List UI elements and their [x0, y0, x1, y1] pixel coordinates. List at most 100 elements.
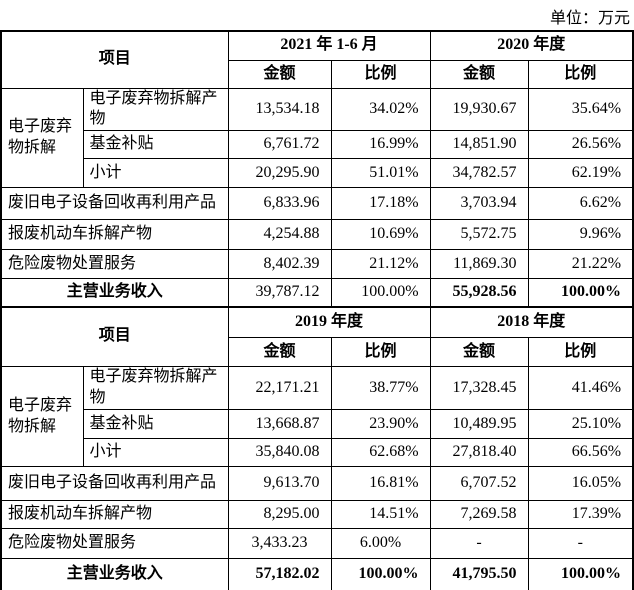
amount-cell: 5,572.75 — [429, 219, 529, 251]
column-header-item: 项目 — [2, 32, 229, 89]
header-row-periods: 项目 2021 年 1-6 月 2020 年度 — [2, 32, 633, 89]
amount-cell: 11,869.30 — [429, 249, 529, 280]
amount-cell: 13,534.18 — [227, 87, 332, 132]
row-label: 电子废弃物拆解产物 — [82, 87, 229, 132]
header-row-measures: 金额 比例 金额 比例 — [2, 59, 633, 89]
amount-cell: 20,295.90 — [227, 158, 332, 189]
ratio-cell: 16.05% — [527, 466, 633, 502]
amount-cell: 8,295.00 — [227, 500, 332, 530]
column-header-ratio: 比例 — [527, 59, 633, 89]
ratio-cell: 23.90% — [330, 409, 431, 440]
ratio-cell: 17.18% — [330, 187, 431, 221]
column-header-period-2019: 2019 年度 — [227, 307, 431, 339]
column-header-period-2018: 2018 年度 — [429, 307, 633, 339]
row-label: 危险废物处置服务 — [2, 528, 229, 560]
ratio-cell: 35.64% — [527, 87, 633, 132]
amount-cell: 6,833.96 — [227, 187, 332, 221]
ratio-cell: 6.62% — [527, 187, 633, 221]
ratio-cell: 10.69% — [330, 219, 431, 251]
ratio-cell: - — [527, 528, 633, 560]
amount-cell: 22,171.21 — [227, 366, 332, 411]
ratio-cell: 62.68% — [330, 438, 431, 468]
amount-cell: 55,928.56 — [429, 278, 529, 307]
header-row-periods: 项目 2019 年度 2018 年度 — [2, 307, 633, 368]
row-label: 小计 — [83, 158, 229, 189]
amount-cell: 10,489.95 — [429, 409, 529, 440]
amount-cell: 41,795.50 — [429, 558, 529, 590]
column-header-amount: 金额 — [429, 59, 529, 89]
ratio-cell: 6.00% — [330, 528, 431, 560]
column-header-amount: 金额 — [228, 59, 332, 89]
total-row-label: 主营业务收入 — [2, 558, 229, 590]
ratio-cell: 14.51% — [330, 500, 431, 530]
ratio-cell: 100.00% — [330, 278, 431, 307]
row-label: 报废机动车拆解产物 — [2, 500, 229, 530]
row-label: 废旧电子设备回收再利用产品 — [2, 187, 229, 221]
row-label: 危险废物处置服务 — [2, 249, 229, 280]
ratio-cell: 9.96% — [527, 219, 633, 251]
amount-cell: 13,668.87 — [227, 409, 332, 440]
ratio-cell: 26.56% — [527, 130, 633, 160]
ratio-cell: 62.19% — [527, 158, 633, 189]
table-row: 废旧电子设备回收再利用产品 6,833.96 17.18% 3,703.94 6… — [2, 187, 633, 221]
table-row: 报废机动车拆解产物 8,295.00 14.51% 7,269.58 17.39… — [2, 500, 633, 530]
ratio-cell: 21.12% — [330, 249, 431, 280]
ratio-cell: 21.22% — [527, 249, 633, 280]
column-header-item: 项目 — [2, 307, 229, 368]
table-row: 小计 20,295.90 51.01% 34,782.57 62.19% — [2, 158, 633, 189]
row-label: 基金补贴 — [83, 130, 229, 160]
amount-cell: 3,703.94 — [429, 187, 529, 221]
table-row: 基金补贴 13,668.87 23.90% 10,489.95 25.10% — [2, 409, 633, 440]
ratio-cell: 34.02% — [330, 87, 431, 132]
amount-cell: 57,182.02 — [227, 558, 332, 590]
column-header-amount: 金额 — [429, 337, 529, 368]
revenue-table-2019-2018: 项目 2019 年度 2018 年度 金额 比例 金额 比例 电子废弃物拆解 电… — [2, 307, 633, 590]
row-label: 电子废弃物拆解产物 — [82, 366, 229, 411]
table-row: 废旧电子设备回收再利用产品 9,613.70 16.81% 6,707.52 1… — [2, 466, 633, 502]
row-group-label: 电子废弃物拆解 — [2, 87, 84, 189]
column-header-ratio: 比例 — [330, 59, 431, 89]
column-header-amount: 金额 — [228, 337, 332, 368]
row-label: 废旧电子设备回收再利用产品 — [2, 466, 229, 502]
ratio-cell: 100.00% — [527, 558, 633, 590]
amount-cell: 39,787.12 — [227, 278, 332, 307]
table-row: 基金补贴 6,761.72 16.99% 14,851.90 26.56% — [2, 130, 633, 160]
amount-cell: 4,254.88 — [227, 219, 332, 251]
ratio-cell: 16.81% — [330, 466, 431, 502]
ratio-cell: 51.01% — [330, 158, 431, 189]
total-row-label: 主营业务收入 — [2, 278, 229, 307]
amount-cell: 8,402.39 — [227, 249, 332, 280]
ratio-cell: 66.56% — [527, 438, 633, 468]
table-row: 电子废弃物拆解 电子废弃物拆解产物 13,534.18 34.02% 19,93… — [2, 87, 633, 189]
amount-cell: 6,707.52 — [429, 466, 529, 502]
amount-cell: - — [429, 528, 529, 560]
total-row: 主营业务收入 57,182.02 100.00% 41,795.50 100.0… — [2, 558, 633, 590]
table-row: 小计 35,840.08 62.68% 27,818.40 66.56% — [2, 438, 633, 468]
ratio-cell: 100.00% — [330, 558, 431, 590]
column-header-period-2021h1: 2021 年 1-6 月 — [227, 32, 431, 61]
amount-cell: 34,782.57 — [429, 158, 529, 189]
ratio-cell: 38.77% — [330, 366, 431, 411]
amount-cell: 6,761.72 — [227, 130, 332, 160]
revenue-tables-frame: 项目 2021 年 1-6 月 2020 年度 金额 比例 金额 比例 电子废弃… — [0, 30, 634, 590]
amount-cell: 17,328.45 — [429, 366, 529, 411]
revenue-table-2021-2020: 项目 2021 年 1-6 月 2020 年度 金额 比例 金额 比例 电子废弃… — [2, 32, 633, 308]
ratio-cell: 41.46% — [527, 366, 633, 411]
ratio-cell: 17.39% — [527, 500, 633, 530]
ratio-cell: 100.00% — [527, 278, 633, 307]
ratio-cell: 25.10% — [527, 409, 633, 440]
amount-cell: 19,930.67 — [429, 87, 529, 132]
amount-cell: 7,269.58 — [429, 500, 529, 530]
column-header-ratio: 比例 — [527, 337, 633, 368]
row-group-label: 电子废弃物拆解 — [2, 366, 84, 468]
amount-cell: 27,818.40 — [429, 438, 529, 468]
table-row: 危险废物处置服务 8,402.39 21.12% 11,869.30 21.22… — [2, 249, 633, 280]
amount-cell: 3,433.23 — [227, 528, 332, 560]
total-row: 主营业务收入 39,787.12 100.00% 55,928.56 100.0… — [2, 278, 633, 307]
row-label: 报废机动车拆解产物 — [2, 219, 229, 251]
table-row: 电子废弃物拆解 电子废弃物拆解产物 22,171.21 38.77% 17,32… — [2, 366, 633, 468]
amount-cell: 9,613.70 — [227, 466, 332, 502]
amount-cell: 35,840.08 — [227, 438, 332, 468]
row-label: 小计 — [83, 438, 229, 468]
